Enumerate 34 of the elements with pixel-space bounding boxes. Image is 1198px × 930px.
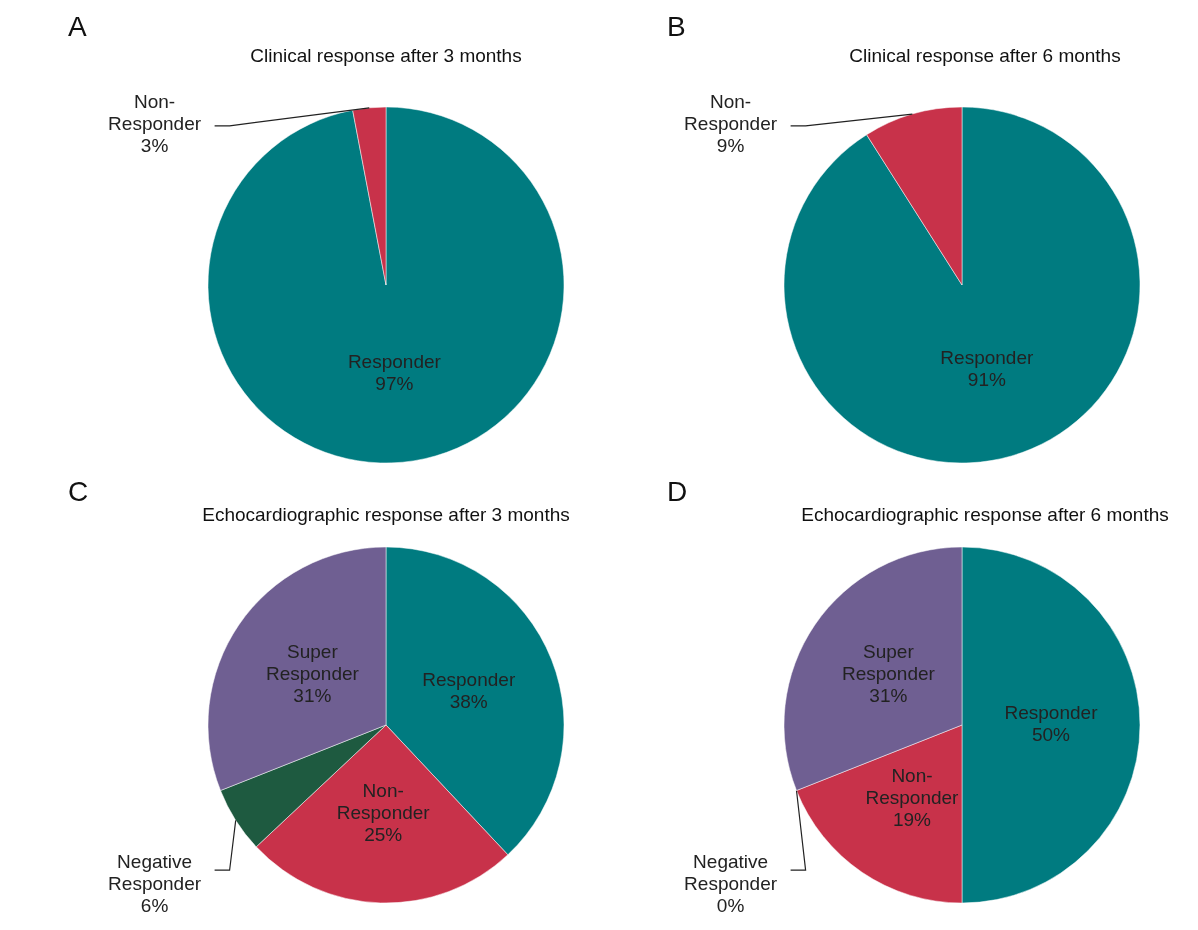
data-label: 31%: [869, 684, 908, 706]
chart-title: Clinical response after 3 months: [250, 45, 522, 66]
pie-slice: [783, 106, 1141, 464]
data-label: 19%: [892, 808, 932, 830]
text: 0%: [716, 895, 745, 917]
pie-slice: [207, 106, 565, 464]
slice-label: Non-Responder: [684, 90, 778, 134]
data-label: 97%: [375, 372, 414, 394]
data-label: 50%: [1031, 724, 1071, 746]
slice-label: Non-Responder: [108, 90, 202, 134]
text: A: [68, 11, 87, 42]
slice-label: Responder: [1004, 702, 1099, 724]
text: D: [667, 476, 688, 507]
text: C: [68, 476, 89, 507]
slice-label: Responder: [347, 350, 442, 372]
data-label: 25%: [364, 823, 403, 845]
chart-title: Echocardiographic response after 3 months: [202, 504, 570, 525]
data-label: 3%: [140, 134, 169, 156]
slice-label: Non-Responder: [865, 764, 960, 808]
chart-title: Clinical response after 6 months: [849, 45, 1121, 66]
data-label: 31%: [293, 684, 332, 706]
data-label: 91%: [967, 369, 1006, 391]
slice-label: Negative Responder: [108, 851, 202, 895]
slice-label: Non-Responder: [336, 779, 431, 823]
slice-label: Responder: [422, 669, 516, 691]
chart-title: Echocardiographic response after 6 months: [801, 504, 1169, 525]
slice-label: Super Responder: [265, 640, 360, 684]
data-label: 38%: [449, 691, 488, 713]
text: B: [667, 11, 686, 42]
data-label: 9%: [716, 134, 745, 156]
slice-label: Super Responder: [841, 640, 936, 684]
category-label: Negative Responder: [684, 851, 778, 895]
slice-label: Responder: [940, 347, 1034, 369]
data-label: 6%: [140, 895, 169, 917]
